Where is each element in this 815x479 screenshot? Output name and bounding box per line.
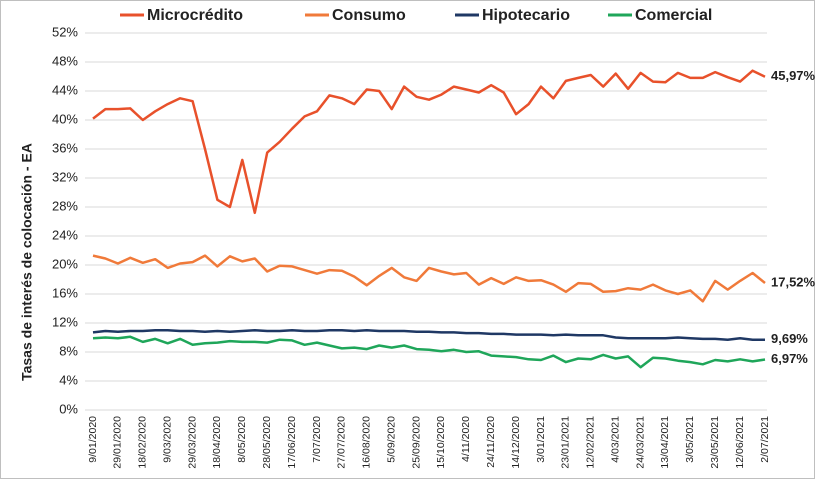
y-tick-label: 4% (59, 372, 78, 387)
x-tick-label: 13/04/2021 (659, 416, 671, 469)
x-tick-label: 27/07/2020 (336, 416, 348, 469)
x-tick-label: 4/11/2020 (460, 416, 472, 462)
y-tick-label: 8% (59, 343, 78, 358)
x-tick-label: 3/01/2021 (535, 416, 547, 463)
x-tick-label: 24/11/2020 (485, 416, 497, 468)
y-tick-label: 44% (52, 82, 78, 97)
x-tick-label: 15/10/2020 (435, 416, 447, 469)
legend-label: Consumo (332, 7, 406, 24)
y-tick-label: 40% (52, 111, 78, 126)
legend-label: Comercial (635, 7, 712, 24)
x-tick-label: 8/05/2020 (236, 416, 248, 463)
x-tick-label: 5/09/2020 (385, 416, 397, 463)
legend-label: Microcrédito (147, 7, 243, 24)
y-tick-label: 32% (52, 169, 78, 184)
x-tick-label: 12/06/2021 (734, 416, 746, 469)
y-tick-label: 12% (52, 314, 78, 329)
y-tick-label: 36% (52, 140, 78, 155)
x-tick-label: 28/05/2020 (261, 416, 273, 469)
x-tick-label: 25/09/2020 (410, 416, 422, 469)
x-tick-label: 17/06/2020 (286, 416, 298, 469)
x-tick-label: 4/03/2021 (609, 416, 621, 463)
series-line (92, 329, 765, 341)
series-line (92, 69, 766, 215)
x-tick-label: 3/05/2021 (684, 416, 696, 463)
x-tick-label: 9/03/2020 (161, 416, 173, 463)
x-tick-label: 12/02/2021 (585, 416, 597, 469)
value-label: 45,97% (771, 68, 815, 83)
y-axis-label: Tasas de interés de colocación - EA (19, 143, 35, 381)
y-tick-label: 16% (52, 285, 78, 300)
series-line (92, 335, 766, 369)
x-tick-label: 14/12/2020 (510, 416, 522, 469)
x-tick-label: 18/04/2020 (211, 416, 223, 469)
x-tick-label: 2/07/2021 (759, 416, 771, 463)
x-tick-label: 23/05/2021 (709, 416, 721, 469)
y-tick-label: 52% (52, 24, 78, 39)
x-tick-label: 9/01/2020 (87, 416, 99, 463)
x-tick-label: 18/02/2020 (137, 416, 149, 469)
x-tick-label: 23/01/2021 (560, 416, 572, 469)
value-label: 6,97% (771, 351, 808, 366)
y-tick-label: 0% (59, 401, 78, 416)
series-line (92, 254, 766, 303)
x-tick-label: 7/07/2020 (311, 416, 323, 463)
legend-label: Hipotecario (482, 7, 570, 24)
y-tick-label: 28% (52, 198, 78, 213)
y-tick-label: 48% (52, 53, 78, 68)
x-tick-label: 29/03/2020 (186, 416, 198, 469)
x-tick-label: 16/08/2020 (361, 416, 373, 469)
y-tick-label: 20% (52, 256, 78, 271)
value-label: 9,69% (771, 331, 808, 346)
y-tick-label: 24% (52, 227, 78, 242)
x-tick-label: 24/03/2021 (634, 416, 646, 469)
value-label: 17,52% (771, 274, 815, 289)
x-tick-label: 29/01/2020 (112, 416, 124, 469)
